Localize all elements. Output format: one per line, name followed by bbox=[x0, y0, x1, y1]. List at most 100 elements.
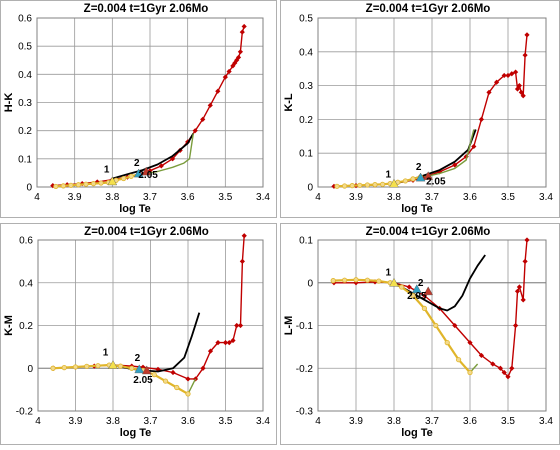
data-point bbox=[513, 322, 519, 329]
data-point bbox=[129, 365, 135, 371]
annotation-label: 1 bbox=[386, 170, 392, 181]
data-point bbox=[486, 89, 492, 95]
data-point bbox=[467, 340, 473, 346]
data-point bbox=[372, 182, 378, 188]
y-tick-label: 0.3 bbox=[299, 81, 313, 92]
data-point bbox=[364, 277, 371, 283]
y-tick-label: -0.1 bbox=[296, 321, 314, 332]
x-tick-label: 3.6 bbox=[463, 416, 477, 427]
x-tick-label: 4 bbox=[315, 192, 321, 203]
x-tick-label: 3.7 bbox=[144, 416, 158, 427]
y-tick-label: 0.1 bbox=[299, 149, 313, 160]
data-point bbox=[330, 278, 336, 284]
data-point bbox=[509, 71, 515, 77]
data-point bbox=[239, 258, 245, 264]
annotation-label: 1 bbox=[103, 347, 109, 358]
y-tick-label: 0.5 bbox=[18, 42, 32, 53]
data-point bbox=[200, 365, 206, 371]
chart-title: Z=0.004 t=1Gyr 2.06Mo bbox=[84, 226, 209, 238]
x-tick-label: 3.7 bbox=[143, 192, 157, 203]
x-tick-label: 3.6 bbox=[181, 192, 195, 203]
y-tick-label: 0 bbox=[307, 183, 313, 194]
data-point bbox=[509, 365, 515, 371]
x-axis-title: log Te bbox=[401, 203, 433, 215]
marker-point bbox=[141, 166, 152, 176]
data-point bbox=[200, 116, 206, 122]
data-point bbox=[497, 365, 503, 371]
data-point bbox=[376, 278, 382, 284]
x-tick-label: 3.9 bbox=[69, 416, 83, 427]
annotation-label: 2 bbox=[135, 353, 141, 364]
data-point bbox=[357, 182, 363, 188]
panel-2: 4 3.9 3.8 3.7 3.6 3.5 3.4 0 0.1 0.2 0.3 0.4 0.5 log T… bbox=[280, 0, 560, 218]
y-tick-label: 0.2 bbox=[299, 115, 313, 126]
data-point bbox=[421, 305, 427, 312]
data-point bbox=[402, 178, 409, 184]
x-tick-label: 3.8 bbox=[106, 416, 120, 427]
y-tick-label: -0.2 bbox=[16, 407, 34, 418]
marker-point bbox=[423, 171, 434, 180]
x-tick-label: 3.8 bbox=[387, 192, 401, 203]
series-line bbox=[393, 254, 486, 312]
data-point bbox=[185, 391, 191, 397]
data-point bbox=[410, 176, 416, 182]
x-tick-label: 3.9 bbox=[349, 416, 363, 427]
annotation-label: 1 bbox=[386, 267, 392, 278]
x-tick-label: 3.9 bbox=[349, 192, 363, 203]
chart-title: Z=0.004 t=1Gyr 2.06Mo bbox=[366, 226, 491, 238]
plot-area-frame bbox=[36, 17, 264, 188]
marker-point bbox=[108, 360, 118, 369]
data-point bbox=[222, 74, 228, 80]
y-tick-label: 0.1 bbox=[18, 154, 32, 165]
annotation-label: 2.05 bbox=[133, 375, 153, 386]
y-tick-label: 0.1 bbox=[299, 236, 313, 247]
y-tick-label: 0 bbox=[307, 278, 313, 289]
x-tick-label: 3.6 bbox=[181, 416, 195, 427]
data-point bbox=[524, 32, 530, 38]
data-point bbox=[241, 23, 247, 30]
data-point bbox=[84, 363, 90, 369]
data-point bbox=[207, 102, 213, 108]
annotation-label: 2 bbox=[134, 158, 140, 169]
panel-border bbox=[280, 223, 560, 445]
data-point bbox=[162, 378, 169, 384]
annotation-label: 2 bbox=[416, 162, 422, 173]
y-axis-title: K-M bbox=[3, 315, 15, 336]
data-point bbox=[513, 69, 519, 75]
x-tick-label: 3.8 bbox=[105, 192, 119, 203]
y-tick-label: -0.3 bbox=[296, 407, 314, 418]
data-point bbox=[61, 365, 67, 371]
data-point bbox=[380, 181, 386, 187]
data-point bbox=[237, 322, 244, 329]
x-tick-label: 4 bbox=[315, 416, 321, 427]
data-point bbox=[452, 162, 458, 168]
marker-point bbox=[423, 286, 434, 296]
data-point bbox=[456, 357, 462, 363]
annotation-label: 2 bbox=[418, 278, 424, 289]
data-point bbox=[158, 163, 164, 169]
data-point bbox=[215, 88, 221, 94]
series-line bbox=[112, 133, 195, 180]
data-point bbox=[522, 258, 528, 264]
x-tick-label: 3.5 bbox=[219, 416, 233, 427]
x-axis-title: log Te bbox=[119, 203, 151, 215]
data-point bbox=[117, 363, 124, 369]
y-tick-label: -0.2 bbox=[296, 364, 314, 375]
data-point bbox=[501, 72, 507, 79]
data-point bbox=[75, 182, 82, 188]
data-point bbox=[226, 68, 232, 75]
panel-border bbox=[280, 0, 560, 218]
data-point bbox=[471, 143, 477, 150]
data-point bbox=[452, 322, 458, 329]
annotation-label: 2.05 bbox=[426, 176, 446, 187]
x-tick-label: 3.5 bbox=[501, 192, 515, 203]
marker-point bbox=[141, 365, 152, 375]
data-point bbox=[239, 29, 245, 35]
data-point bbox=[341, 277, 348, 283]
panel-border bbox=[0, 223, 277, 445]
data-point bbox=[520, 93, 526, 99]
y-tick-label: 0.3 bbox=[18, 98, 32, 109]
x-tick-label: 3.5 bbox=[501, 416, 515, 427]
